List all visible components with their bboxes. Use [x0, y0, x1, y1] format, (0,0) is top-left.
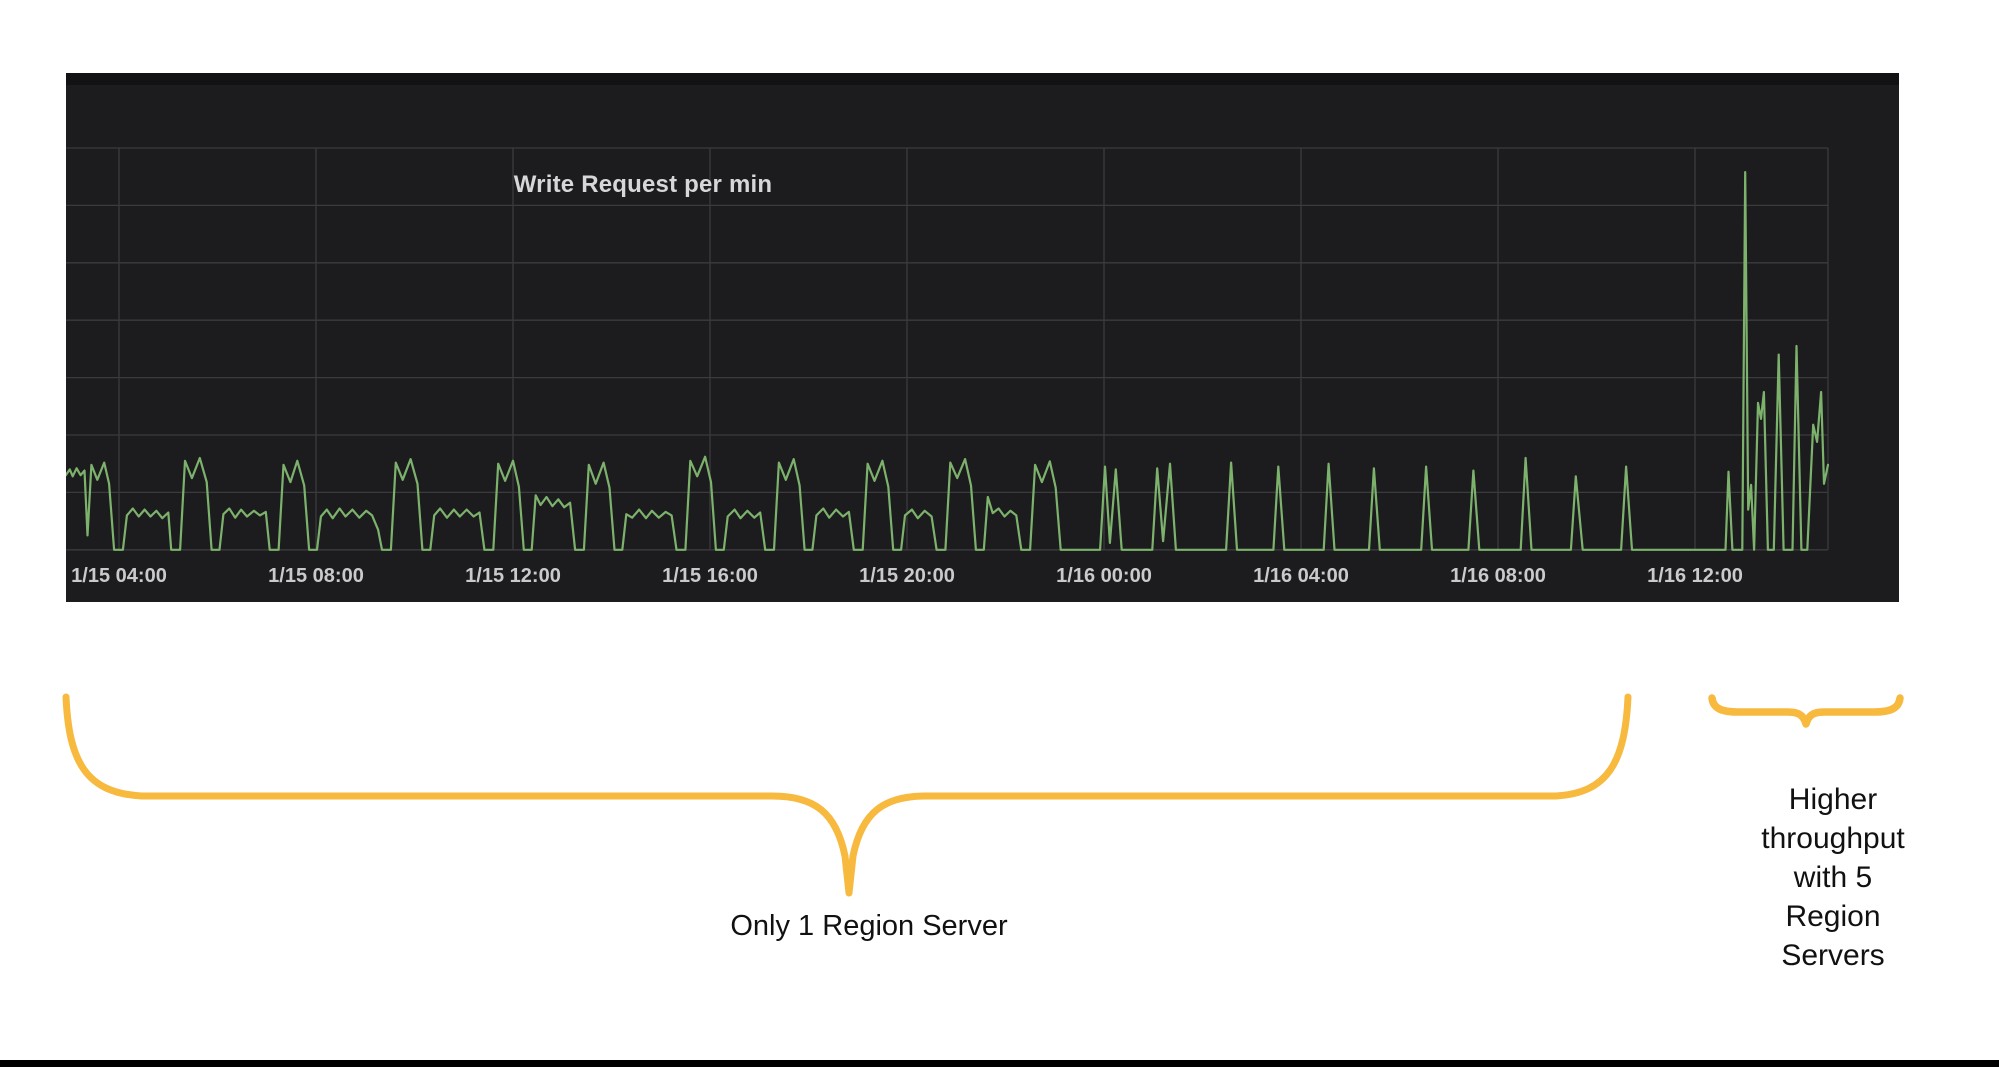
annotation-label-line: Higher [1788, 783, 1878, 816]
bottom-border-bar [0, 1060, 1999, 1067]
annotation-label-line: Region [1785, 900, 1881, 933]
curly-brace-right-icon [1708, 694, 1904, 728]
annotation-label-line: Servers [1781, 939, 1885, 972]
panel-header-strip [66, 73, 1899, 85]
panel-title: Write Request per min [513, 171, 773, 198]
annotation-label-line: throughput [1761, 822, 1905, 855]
annotation-label-only-1-region-server: Only 1 Region Server [730, 910, 1008, 942]
write-request-chart [66, 147, 1830, 551]
curly-brace-left-icon [62, 693, 1632, 897]
grafana-panel: Write Request per min 1/15 04:00 1/15 08:… [66, 73, 1899, 602]
chart-gridlines [66, 147, 1829, 551]
annotation-label-line: with 5 [1793, 861, 1873, 894]
series-line-write-requests [66, 170, 1830, 551]
annotation-label-higher-throughput: Higher throughput with 5 Region Servers [1761, 780, 1904, 975]
